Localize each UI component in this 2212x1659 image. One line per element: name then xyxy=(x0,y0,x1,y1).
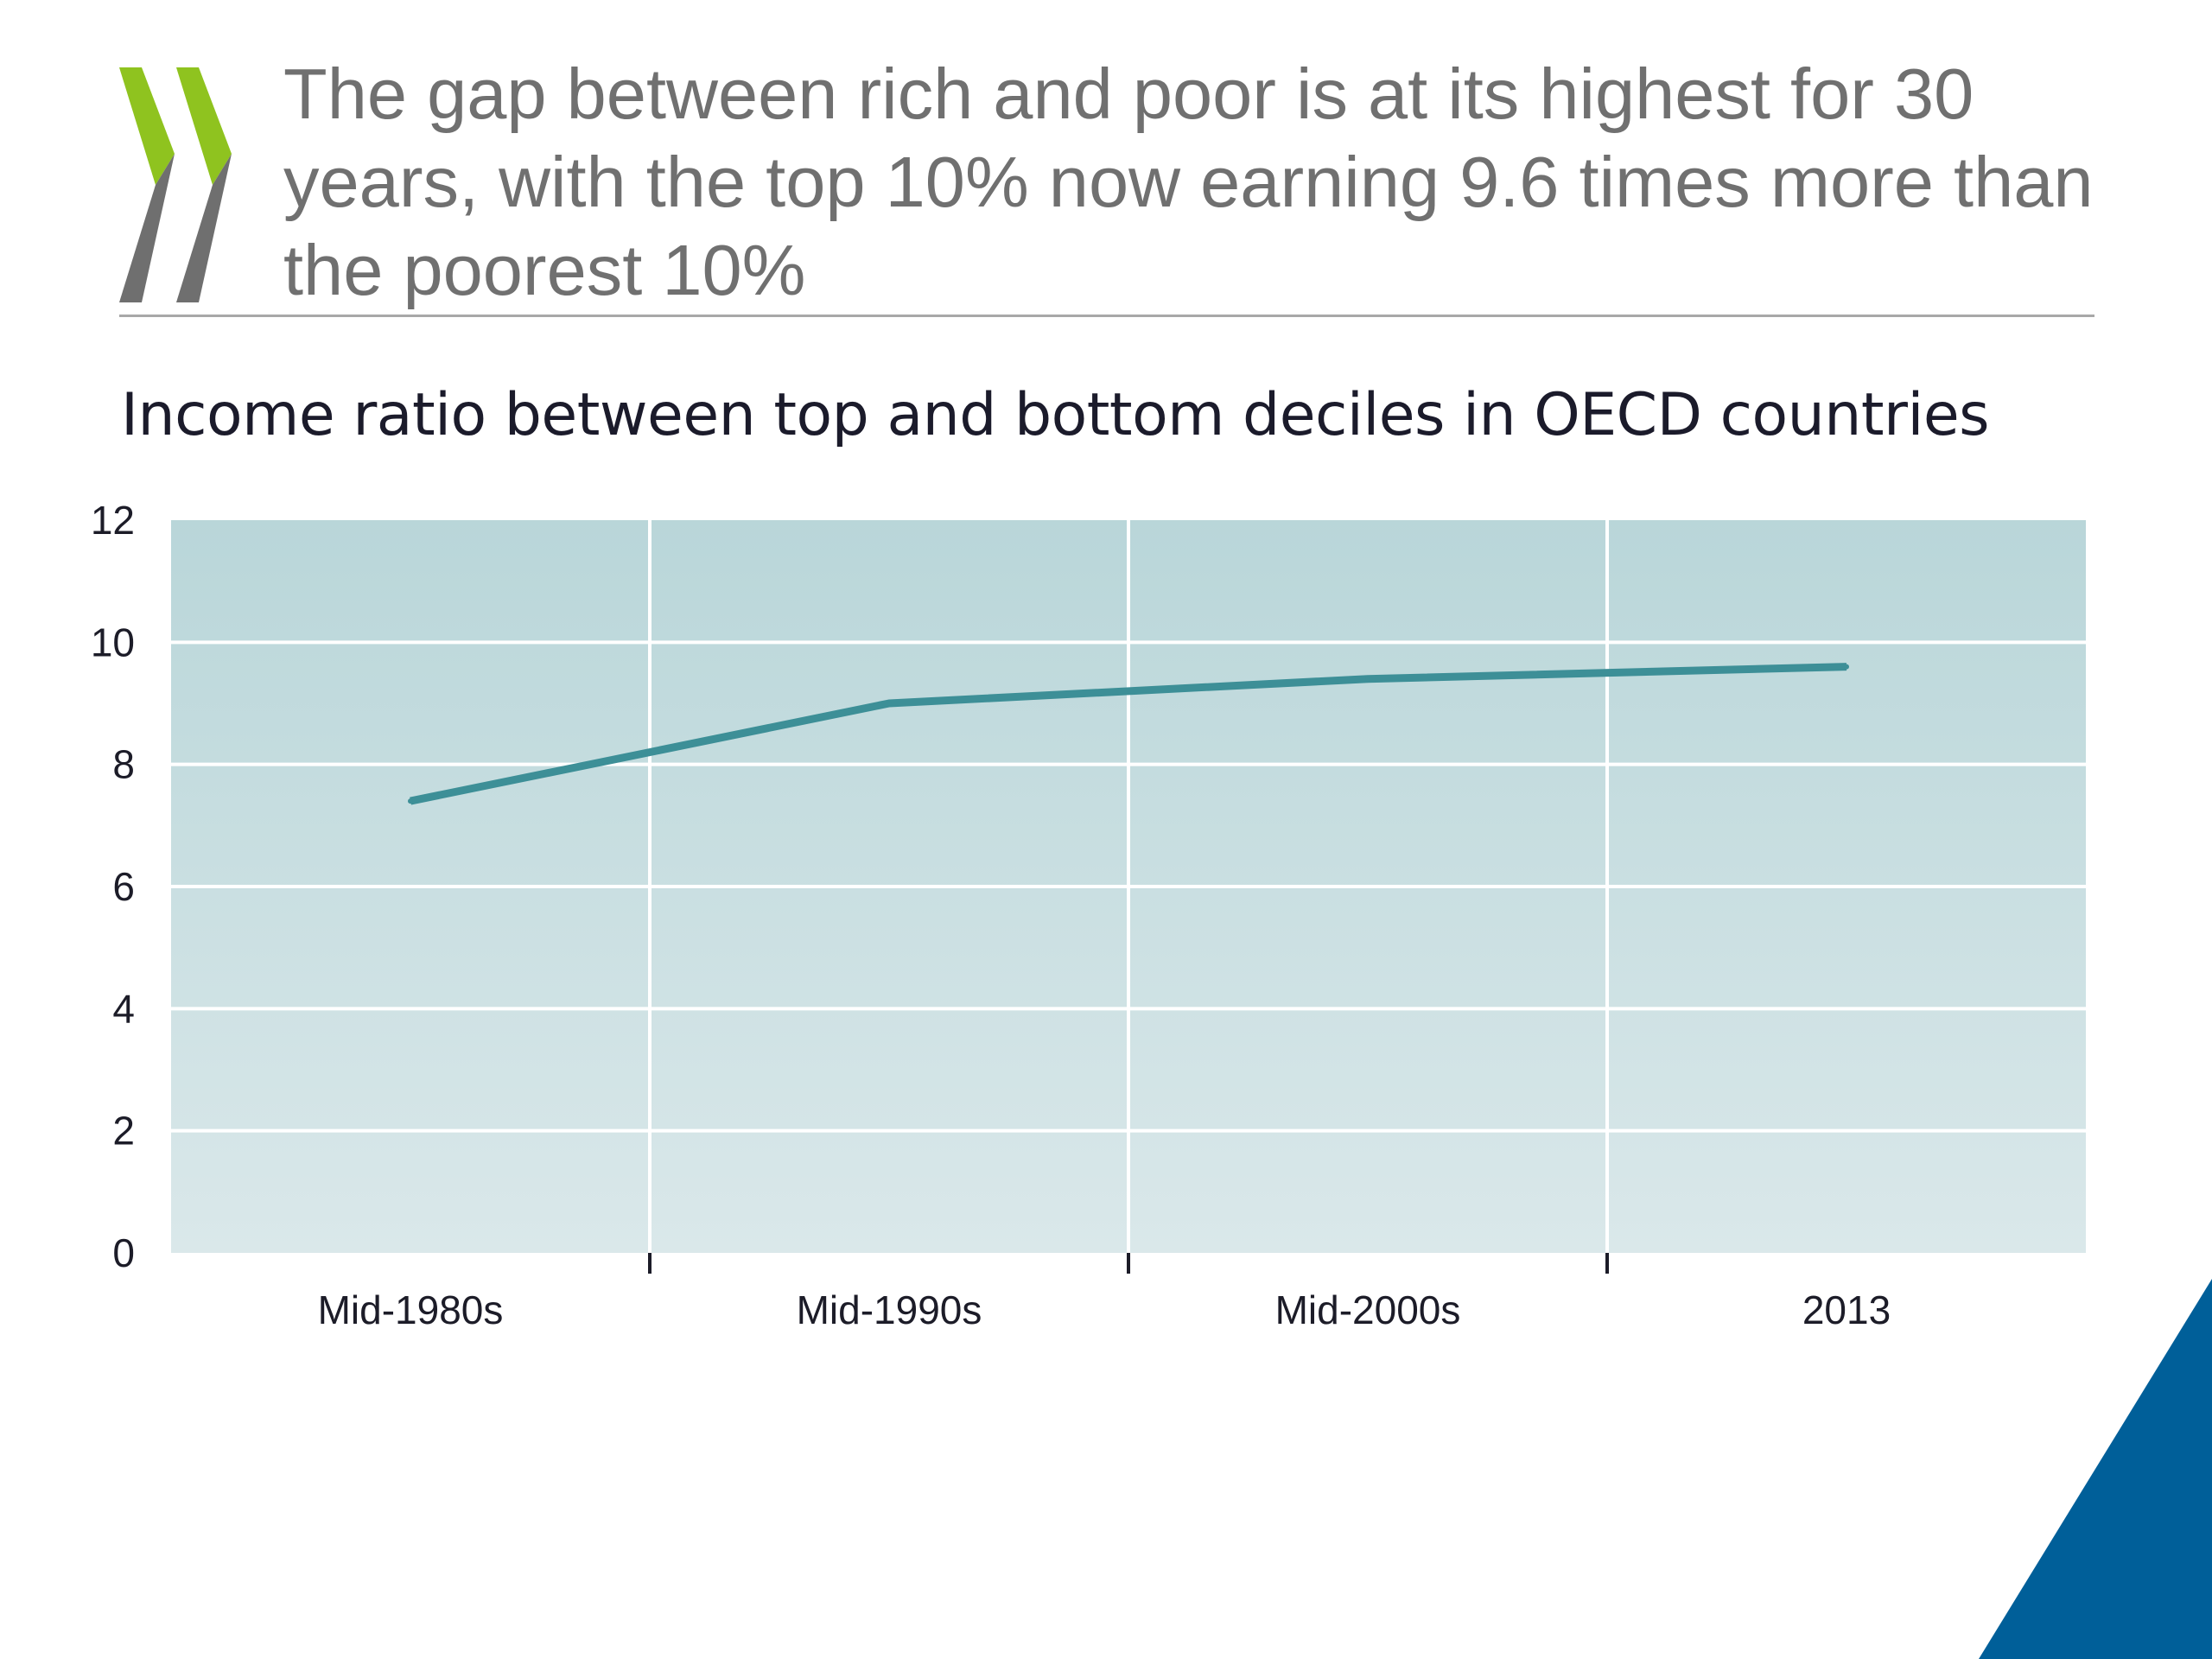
headline-divider xyxy=(119,315,2094,317)
oecd-chevron-logo xyxy=(119,67,232,302)
y-tick-label: 0 xyxy=(112,1230,135,1275)
x-axis-ticks xyxy=(648,1253,1609,1274)
data-point xyxy=(887,701,892,706)
line-chart: 0 2 4 6 8 10 12 Mid-1980s Mid-1990s Mid-2000s 201… xyxy=(91,498,2086,1332)
data-point xyxy=(1365,676,1370,682)
gridlines xyxy=(171,520,2086,1253)
chart-title: Income ratio between top and bottom deci… xyxy=(121,381,1990,449)
x-tick-label: Mid-1990s xyxy=(797,1287,982,1332)
series-line xyxy=(410,663,1847,805)
logo-chevron-right-gray xyxy=(176,154,232,302)
corner-decoration-triangle xyxy=(1979,1279,2212,1659)
series-layer xyxy=(408,663,1849,805)
x-tick-label: 2013 xyxy=(1802,1287,1891,1332)
logo-chevron-left-green xyxy=(119,67,175,185)
logo-chevron-right-green xyxy=(176,67,232,185)
logo-chevron-left-gray xyxy=(119,154,175,302)
y-tick-label: 4 xyxy=(112,986,135,1031)
y-tick-label: 12 xyxy=(91,498,135,543)
y-tick-label: 8 xyxy=(112,742,135,787)
y-tick-label: 2 xyxy=(112,1109,135,1154)
y-axis-tick-labels: 0 2 4 6 8 10 12 xyxy=(91,498,135,1275)
x-axis-tick-labels: Mid-1980s Mid-1990s Mid-2000s 2013 xyxy=(318,1287,1891,1332)
x-tick-label: Mid-2000s xyxy=(1275,1287,1461,1332)
slide-headline: The gap between rich and poor is at its … xyxy=(283,54,2094,310)
y-tick-label: 6 xyxy=(112,864,135,909)
x-tick-label: Mid-1980s xyxy=(318,1287,504,1332)
data-point xyxy=(408,798,413,804)
y-tick-label: 10 xyxy=(91,620,135,664)
data-point xyxy=(1844,664,1849,670)
